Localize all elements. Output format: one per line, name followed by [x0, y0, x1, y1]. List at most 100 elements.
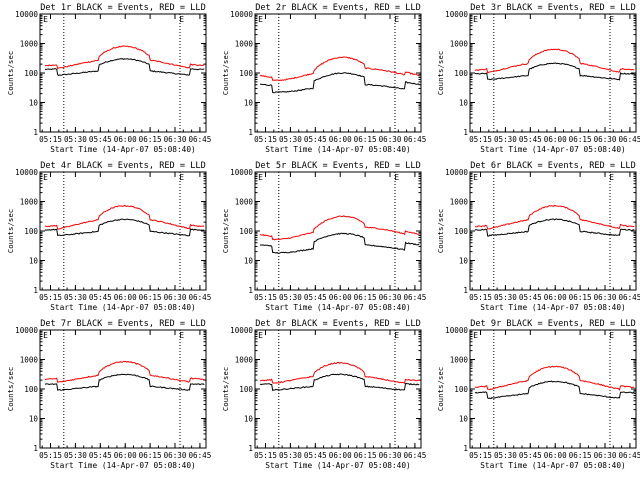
- y-tick-label: 1: [463, 444, 468, 453]
- event-marker: E: [394, 173, 399, 182]
- plot-det-5r: Det 5r BLACK = Events, RED = LLD 1 10 100 10…: [221, 161, 426, 312]
- x-axis-label: Start Time (14-Apr-07 05:08:40): [265, 303, 411, 312]
- plot-title: Det 4r BLACK = Events, RED = LLD: [40, 161, 206, 171]
- x-axis-label: Start Time (14-Apr-07 05:08:40): [480, 461, 626, 470]
- x-tick-label: 05:30: [494, 135, 517, 144]
- x-tick-label: 06:45: [188, 135, 211, 144]
- series-events-line: [44, 218, 205, 237]
- x-axis-label: Start Time (14-Apr-07 05:08:40): [50, 303, 196, 312]
- event-marker: E: [179, 173, 184, 182]
- series-lld-line: [44, 204, 205, 230]
- series-events-line: [474, 380, 635, 400]
- x-tick-label: 06:00: [329, 135, 352, 144]
- y-tick-label: 10000: [445, 168, 468, 177]
- x-tick-label: 06:45: [188, 451, 211, 460]
- x-tick-label: 05:30: [279, 293, 302, 302]
- plot-title: Det 7r BLACK = Events, RED = LLD: [40, 319, 206, 329]
- x-tick-label: 06:30: [164, 451, 187, 460]
- x-tick-label: 06:15: [139, 451, 162, 460]
- y-tick-label: 10: [29, 257, 39, 266]
- x-tick-label: 06:15: [569, 451, 592, 460]
- x-tick-label: 05:15: [254, 451, 277, 460]
- plot-frame: [469, 171, 637, 291]
- x-tick-label: 05:45: [519, 135, 542, 144]
- x-tick-label: 05:45: [89, 293, 112, 302]
- y-tick-label: 10: [459, 99, 469, 108]
- series-events-line: [44, 58, 205, 76]
- y-axis-label: Counts/sec: [6, 209, 15, 254]
- x-tick-label: 05:45: [304, 451, 327, 460]
- plot-det-1r: Det 1r BLACK = Events, RED = LLD 1 10 100 10…: [6, 3, 211, 154]
- x-tick-label: 05:15: [469, 135, 492, 144]
- event-marker: E: [394, 15, 399, 24]
- x-tick-label: 05:15: [39, 135, 62, 144]
- x-tick-label: 06:00: [544, 451, 567, 460]
- x-tick-label: 05:45: [304, 135, 327, 144]
- y-tick-label: 1: [248, 286, 253, 295]
- plot-title: Det 3r BLACK = Events, RED = LLD: [470, 3, 636, 13]
- plot-det-7r: Det 7r BLACK = Events, RED = LLD 1 10 100 10…: [6, 319, 211, 470]
- y-tick-label: 10000: [230, 326, 253, 335]
- event-marker: E: [609, 331, 614, 340]
- x-tick-label: 05:45: [519, 451, 542, 460]
- y-tick-label: 10: [459, 415, 469, 424]
- x-tick-label: 05:30: [64, 451, 87, 460]
- x-tick-label: 05:45: [89, 451, 112, 460]
- x-tick-label: 06:45: [403, 451, 426, 460]
- y-tick-label: 100: [454, 385, 468, 394]
- series-events-line: [259, 232, 420, 254]
- event-marker: E: [43, 173, 48, 182]
- event-marker: E: [258, 331, 263, 340]
- y-tick-label: 10000: [230, 168, 253, 177]
- x-axis-label: Start Time (14-Apr-07 05:08:40): [480, 145, 626, 154]
- x-tick-label: 06:00: [329, 451, 352, 460]
- plot-det-2r: Det 2r BLACK = Events, RED = LLD 1 10 100 10…: [221, 3, 426, 154]
- y-tick-label: 10000: [445, 326, 468, 335]
- x-tick-label: 06:30: [379, 451, 402, 460]
- x-tick-label: 06:30: [164, 135, 187, 144]
- x-tick-label: 06:15: [354, 293, 377, 302]
- x-axis-label: Start Time (14-Apr-07 05:08:40): [50, 145, 196, 154]
- x-tick-label: 06:15: [139, 293, 162, 302]
- plot-det-9r: Det 9r BLACK = Events, RED = LLD 1 10 100 10…: [436, 319, 640, 470]
- x-tick-label: 05:30: [279, 135, 302, 144]
- x-tick-label: 06:15: [569, 135, 592, 144]
- y-axis-label: Counts/sec: [436, 209, 445, 254]
- y-tick-label: 100: [239, 227, 253, 236]
- y-tick-label: 10000: [445, 10, 468, 19]
- x-tick-label: 06:30: [594, 293, 617, 302]
- x-tick-label: 06:30: [164, 293, 187, 302]
- series-lld-line: [474, 204, 635, 230]
- y-tick-label: 100: [24, 227, 38, 236]
- x-tick-label: 06:00: [114, 135, 137, 144]
- y-tick-label: 1000: [235, 198, 254, 207]
- y-tick-label: 1000: [450, 198, 469, 207]
- y-tick-label: 10000: [15, 168, 38, 177]
- series-lld-line: [259, 215, 420, 241]
- plot-frame: [469, 329, 637, 449]
- x-tick-label: 06:00: [544, 135, 567, 144]
- plot-title: Det 8r BLACK = Events, RED = LLD: [255, 319, 421, 329]
- plot-frame: [39, 171, 207, 291]
- series-lld-line: [44, 45, 205, 70]
- y-tick-label: 1000: [450, 356, 469, 365]
- y-tick-label: 1000: [235, 40, 254, 49]
- x-tick-label: 06:30: [594, 135, 617, 144]
- plot-title: Det 9r BLACK = Events, RED = LLD: [470, 319, 636, 329]
- series-events-line: [474, 218, 635, 237]
- x-tick-label: 05:15: [254, 135, 277, 144]
- x-tick-label: 05:15: [469, 293, 492, 302]
- x-tick-label: 05:45: [89, 135, 112, 144]
- x-tick-label: 06:45: [403, 293, 426, 302]
- y-axis-label: Counts/sec: [221, 209, 230, 254]
- y-tick-label: 10000: [15, 326, 38, 335]
- y-axis-label: Counts/sec: [436, 367, 445, 412]
- x-tick-label: 06:45: [618, 293, 640, 302]
- y-tick-label: 10: [244, 257, 254, 266]
- x-tick-label: 05:15: [39, 451, 62, 460]
- x-tick-label: 06:45: [403, 135, 426, 144]
- x-tick-label: 05:15: [469, 451, 492, 460]
- plot-det-3r: Det 3r BLACK = Events, RED = LLD 1 10 100 10…: [436, 3, 640, 154]
- y-tick-label: 1: [248, 128, 253, 137]
- event-marker: E: [473, 15, 478, 24]
